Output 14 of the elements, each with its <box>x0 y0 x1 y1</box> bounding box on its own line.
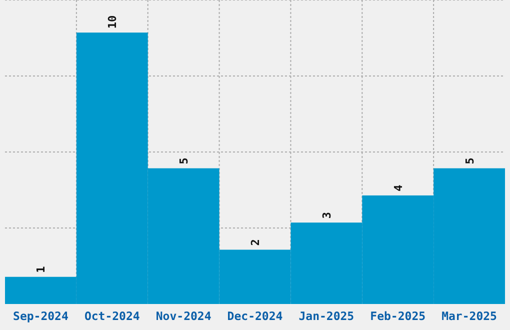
x-tick-label: Nov-2024 <box>156 309 212 323</box>
data-label: 3 <box>320 212 334 219</box>
data-label: 5 <box>463 158 476 164</box>
data-label: 5 <box>178 158 191 164</box>
data-label: 10 <box>106 15 120 29</box>
data-label: 4 <box>392 184 405 192</box>
x-tick-label: Oct-2024 <box>84 309 140 323</box>
x-tick-label: Mar-2025 <box>442 309 498 323</box>
x-tick-label: Feb-2025 <box>370 309 426 323</box>
data-label: 2 <box>249 239 262 246</box>
x-tick-label: Sep-2024 <box>13 309 68 323</box>
x-tick-label: Dec-2024 <box>227 309 283 323</box>
data-label: 1 <box>34 266 48 273</box>
x-tick-label: Jan-2025 <box>298 309 354 323</box>
